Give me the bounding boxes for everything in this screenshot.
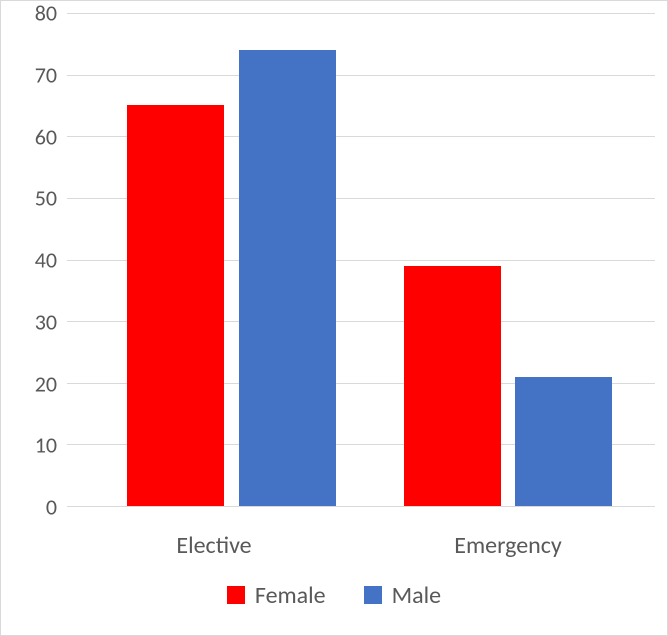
legend-item-female: Female [227,581,326,610]
bar-male-emergency [515,377,612,506]
legend-label-male: Male [392,581,441,610]
legend-item-male: Male [364,581,441,610]
y-tick-label: 50 [35,185,57,212]
x-label-elective: Elective [67,523,361,559]
x-label-emergency: Emergency [361,523,655,559]
y-tick-label: 20 [35,370,57,397]
bar-female-emergency [404,266,501,506]
bar-male-elective [239,50,336,506]
y-tick-label: 30 [35,308,57,335]
y-axis: 01020304050607080 [13,13,67,507]
legend-label-female: Female [255,581,326,610]
gridline [67,75,655,76]
legend-swatch-male [364,586,382,604]
legend-swatch-female [227,586,245,604]
y-tick-label: 80 [35,0,57,27]
plot-area [67,13,655,507]
gridline [67,13,655,14]
y-tick-label: 40 [35,247,57,274]
y-tick-label: 10 [35,432,57,459]
x-axis-labels: ElectiveEmergency [67,523,655,559]
y-tick-label: 60 [35,123,57,150]
y-tick-label: 70 [35,61,57,88]
chart-frame: 0 10 20 30 40 50 60 70 80 ElectiveEmergency Fema… [0,0,668,636]
plot-region: 01020304050607080 [13,13,655,507]
y-tick-label: 0 [46,494,57,521]
bar-female-elective [127,105,224,506]
legend: Female Male [13,567,655,623]
